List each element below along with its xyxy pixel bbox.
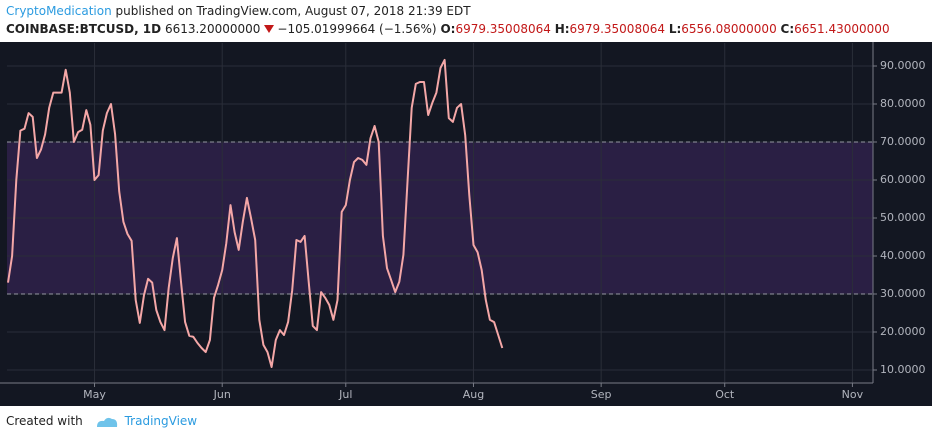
y-tick-label: 70.0000 xyxy=(880,135,926,148)
high: 6979.35008064 xyxy=(569,22,665,36)
created-with: Created with xyxy=(6,414,83,428)
x-tick-label: Jul xyxy=(338,388,352,401)
y-tick-label: 90.0000 xyxy=(880,59,926,72)
y-tick-label: 60.0000 xyxy=(880,173,926,186)
line xyxy=(7,58,504,368)
change: −105.01999664 (−1.56%) xyxy=(277,22,437,36)
brand[interactable]: TradingView xyxy=(124,414,198,428)
y-tick-label: 30.0000 xyxy=(880,287,926,300)
open-label: O: xyxy=(440,22,456,36)
logo xyxy=(96,417,117,427)
footer: Created with TradingView xyxy=(6,414,197,428)
x-tick-label: Oct xyxy=(715,388,735,401)
header-line: CryptoMedication published on TradingVie… xyxy=(6,4,471,18)
x-tick-label: Jun xyxy=(213,388,231,401)
close: 6651.43000000 xyxy=(794,22,890,36)
y-tick-label: 50.0000 xyxy=(880,211,926,224)
symbol: COINBASE:BTCUSD, 1D xyxy=(6,22,162,36)
high-label: H: xyxy=(554,22,570,36)
y-tick-label: 80.0000 xyxy=(880,97,926,110)
y-tick-label: 40.0000 xyxy=(880,249,926,262)
price: 6613.20000000 xyxy=(164,22,261,36)
open: 6979.35008064 xyxy=(455,22,551,36)
x-tick-label: Nov xyxy=(842,388,864,401)
y-tick-label: 20.0000 xyxy=(880,325,926,338)
low: 6556.08000000 xyxy=(681,22,777,36)
y-tick-label: 10.0000 xyxy=(880,363,926,376)
quote-line: COINBASE:BTCUSD, 1D 6613.20000000 −105.01… xyxy=(6,22,890,36)
low-label: L: xyxy=(668,22,682,36)
x-tick-label: Sep xyxy=(591,388,612,401)
x-tick-label: Aug xyxy=(463,388,484,401)
chart: 10.0000 20.0000 30.0000 40.0000 50.0000 60.00… xyxy=(0,42,932,406)
author[interactable]: CryptoMedication xyxy=(6,4,112,18)
x-tick-label: May xyxy=(83,388,106,401)
published: published on TradingView.com, August 07,… xyxy=(115,4,471,18)
down-arrow xyxy=(264,25,275,33)
close-label: C: xyxy=(780,22,795,36)
